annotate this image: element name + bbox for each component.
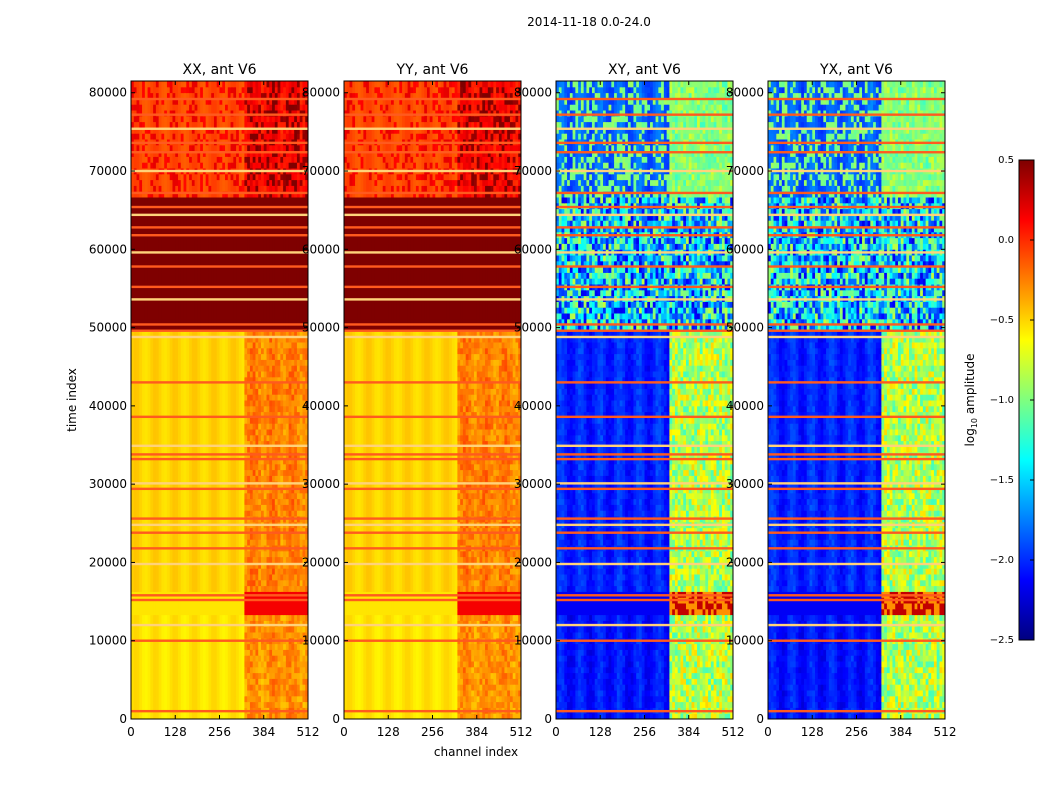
panel-xx: XX, ant V6 0 128 256 384 512 010000200003000…: [89, 62, 320, 739]
heatmap-xx: [131, 81, 309, 720]
figure-suptitle: 2014-11-18 0.0-24.0: [527, 15, 651, 29]
figure: 2014-11-18 0.0-24.0 XX, ant V6 0 128 256 38…: [0, 0, 1050, 800]
